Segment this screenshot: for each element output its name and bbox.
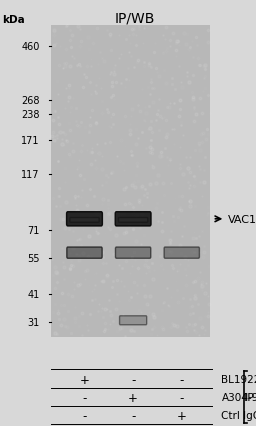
Text: 117: 117 <box>21 169 40 179</box>
Text: +: + <box>128 391 138 404</box>
Text: -: - <box>82 409 87 422</box>
Text: -: - <box>131 409 135 422</box>
Text: +: + <box>177 409 187 422</box>
FancyBboxPatch shape <box>67 248 102 259</box>
Text: 31: 31 <box>27 317 40 328</box>
FancyBboxPatch shape <box>115 212 151 227</box>
FancyBboxPatch shape <box>119 218 148 223</box>
Text: -: - <box>179 391 184 404</box>
FancyBboxPatch shape <box>120 316 147 325</box>
Text: 268: 268 <box>21 96 40 106</box>
Text: 460: 460 <box>21 42 40 52</box>
Text: 238: 238 <box>21 109 40 119</box>
Text: -: - <box>131 373 135 386</box>
FancyBboxPatch shape <box>67 212 102 227</box>
Text: A304-904A: A304-904A <box>221 392 256 403</box>
Text: kDa: kDa <box>3 15 25 25</box>
Text: -: - <box>179 373 184 386</box>
Text: IP/WB: IP/WB <box>114 11 155 25</box>
Bar <box>51 26 210 337</box>
Text: BL19229: BL19229 <box>221 374 256 385</box>
Text: 171: 171 <box>21 135 40 146</box>
Text: 71: 71 <box>27 225 40 236</box>
FancyBboxPatch shape <box>115 248 151 259</box>
FancyBboxPatch shape <box>164 248 199 259</box>
Text: +: + <box>80 373 89 386</box>
Text: IP: IP <box>244 392 255 403</box>
Text: 41: 41 <box>27 289 40 299</box>
Text: 55: 55 <box>27 253 40 264</box>
FancyBboxPatch shape <box>70 218 99 223</box>
Text: VAC14: VAC14 <box>228 214 256 225</box>
Text: -: - <box>82 391 87 404</box>
Text: Ctrl IgG: Ctrl IgG <box>221 410 256 420</box>
